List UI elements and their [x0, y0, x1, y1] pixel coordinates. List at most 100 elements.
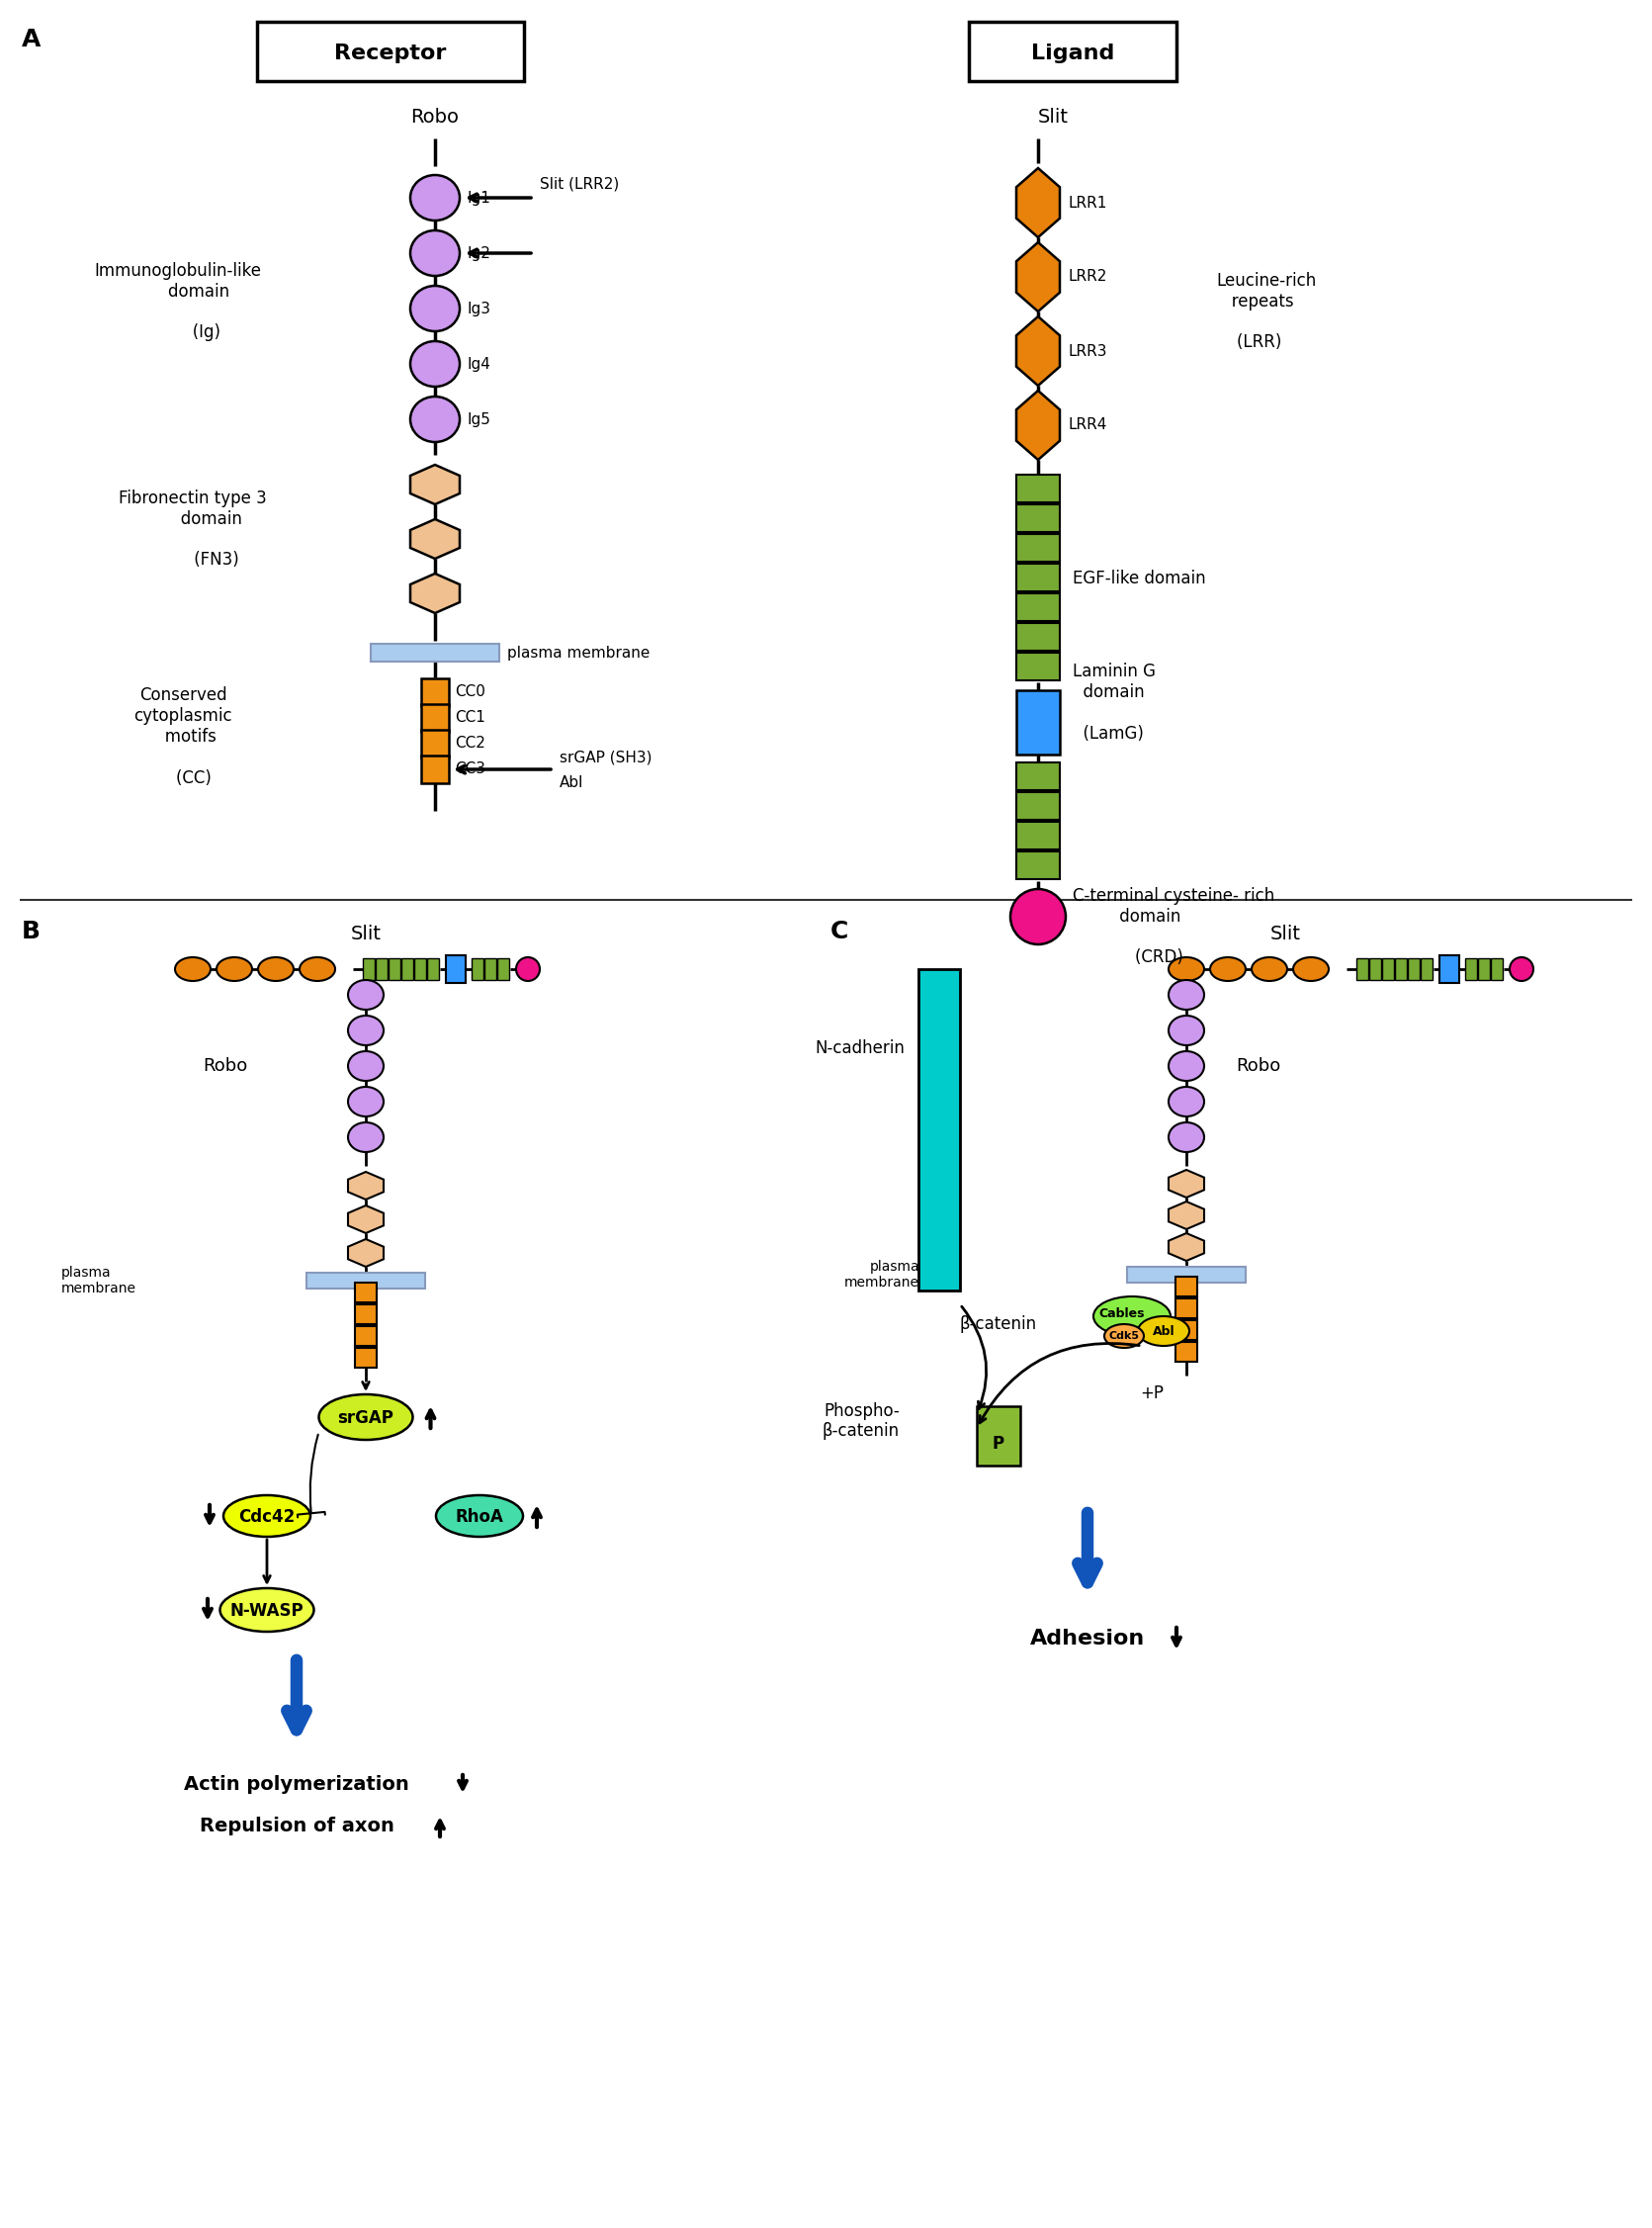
Text: plasma
membrane: plasma membrane [61, 1266, 137, 1294]
Polygon shape [349, 1239, 383, 1268]
Ellipse shape [349, 1087, 383, 1116]
Text: Ig4: Ig4 [466, 356, 491, 372]
Ellipse shape [175, 958, 210, 980]
Text: Immunoglobulin-like
        domain

           (Ig): Immunoglobulin-like domain (Ig) [94, 263, 261, 341]
Text: N-WASP: N-WASP [230, 1602, 304, 1620]
Bar [1016, 691, 1061, 755]
Polygon shape [1016, 243, 1061, 312]
Bar [484, 958, 496, 980]
Bar [1439, 956, 1459, 983]
Text: N-cadherin: N-cadherin [814, 1038, 905, 1056]
Text: Conserved
cytoplasmic
   motifs

    (CC): Conserved cytoplasmic motifs (CC) [134, 686, 233, 786]
Bar [1479, 958, 1490, 980]
Bar [1421, 958, 1432, 980]
Bar [1016, 624, 1061, 651]
Bar [355, 1303, 377, 1323]
Text: Slit: Slit [350, 925, 382, 945]
Polygon shape [1016, 167, 1061, 238]
Text: Ig2: Ig2 [466, 245, 491, 261]
Text: LRR3: LRR3 [1067, 343, 1107, 359]
Text: Laminin G
  domain

  (LamG): Laminin G domain (LamG) [1072, 664, 1156, 742]
Ellipse shape [220, 1589, 314, 1631]
Text: Slit: Slit [1037, 107, 1069, 127]
Text: Receptor: Receptor [334, 45, 446, 62]
Bar [355, 1348, 377, 1368]
Text: B: B [21, 920, 41, 942]
Ellipse shape [349, 1016, 383, 1045]
Text: Ig1: Ig1 [466, 189, 491, 205]
Text: Repulsion of axon: Repulsion of axon [200, 1816, 393, 1836]
Text: Ig3: Ig3 [466, 301, 491, 316]
Text: Robo: Robo [411, 107, 459, 127]
Text: Robo: Robo [1236, 1056, 1280, 1074]
Text: Adhesion: Adhesion [1031, 1629, 1145, 1649]
Ellipse shape [1168, 1087, 1204, 1116]
Polygon shape [1168, 1170, 1204, 1199]
Text: Ligand: Ligand [1031, 45, 1115, 62]
Ellipse shape [1168, 1052, 1204, 1081]
Bar [363, 958, 375, 980]
Bar [415, 958, 426, 980]
Text: LRR1: LRR1 [1067, 196, 1107, 209]
Bar [976, 1406, 1021, 1466]
Bar [307, 1272, 425, 1288]
Text: RhoA: RhoA [456, 1508, 504, 1526]
Bar [1176, 1299, 1198, 1319]
Bar [1176, 1321, 1198, 1339]
Ellipse shape [299, 958, 335, 980]
Polygon shape [410, 573, 459, 613]
Bar [919, 969, 960, 1290]
Polygon shape [349, 1172, 383, 1199]
Ellipse shape [1138, 1317, 1189, 1346]
Bar [1394, 958, 1408, 980]
Text: LRR4: LRR4 [1067, 419, 1107, 432]
Ellipse shape [410, 229, 459, 276]
Ellipse shape [1104, 1323, 1143, 1348]
Ellipse shape [410, 341, 459, 388]
Bar [421, 755, 449, 784]
Bar [375, 958, 388, 980]
Text: plasma membrane: plasma membrane [507, 646, 649, 659]
Ellipse shape [223, 1495, 311, 1537]
Bar [1016, 593, 1061, 622]
Text: srGAP: srGAP [337, 1408, 393, 1426]
Text: Abl: Abl [560, 775, 583, 791]
Text: EGF-like domain: EGF-like domain [1072, 570, 1206, 588]
Ellipse shape [1168, 958, 1204, 980]
Circle shape [1510, 958, 1533, 980]
Ellipse shape [1168, 980, 1204, 1009]
Text: Robo: Robo [203, 1056, 248, 1074]
Ellipse shape [410, 176, 459, 221]
Ellipse shape [1209, 958, 1246, 980]
Ellipse shape [1252, 958, 1287, 980]
Text: Cdk5: Cdk5 [1108, 1330, 1140, 1341]
Text: A: A [21, 27, 41, 51]
Ellipse shape [258, 958, 294, 980]
Ellipse shape [216, 958, 253, 980]
Bar [1383, 958, 1394, 980]
FancyBboxPatch shape [258, 22, 524, 80]
Bar [1016, 535, 1061, 561]
Bar [421, 677, 449, 706]
Text: CC2: CC2 [454, 735, 486, 751]
Circle shape [1011, 889, 1066, 945]
Ellipse shape [410, 397, 459, 441]
Text: Slit (LRR2): Slit (LRR2) [540, 176, 620, 192]
Bar [1016, 475, 1061, 501]
Text: Phospho-
β-catenin: Phospho- β-catenin [823, 1401, 900, 1439]
Polygon shape [410, 519, 459, 559]
Bar [1370, 958, 1381, 980]
Bar [471, 958, 484, 980]
Bar [446, 956, 466, 983]
Circle shape [515, 958, 540, 980]
Polygon shape [349, 1205, 383, 1232]
Text: Ig5: Ig5 [466, 412, 491, 428]
Polygon shape [1016, 390, 1061, 459]
Bar [401, 958, 413, 980]
Text: Cables: Cables [1099, 1308, 1145, 1321]
Text: C-terminal cysteine- rich
         domain

            (CRD): C-terminal cysteine- rich domain (CRD) [1072, 887, 1275, 967]
Bar [388, 958, 400, 980]
Bar [1127, 1268, 1246, 1283]
Bar [1016, 822, 1061, 849]
Ellipse shape [1168, 1123, 1204, 1152]
